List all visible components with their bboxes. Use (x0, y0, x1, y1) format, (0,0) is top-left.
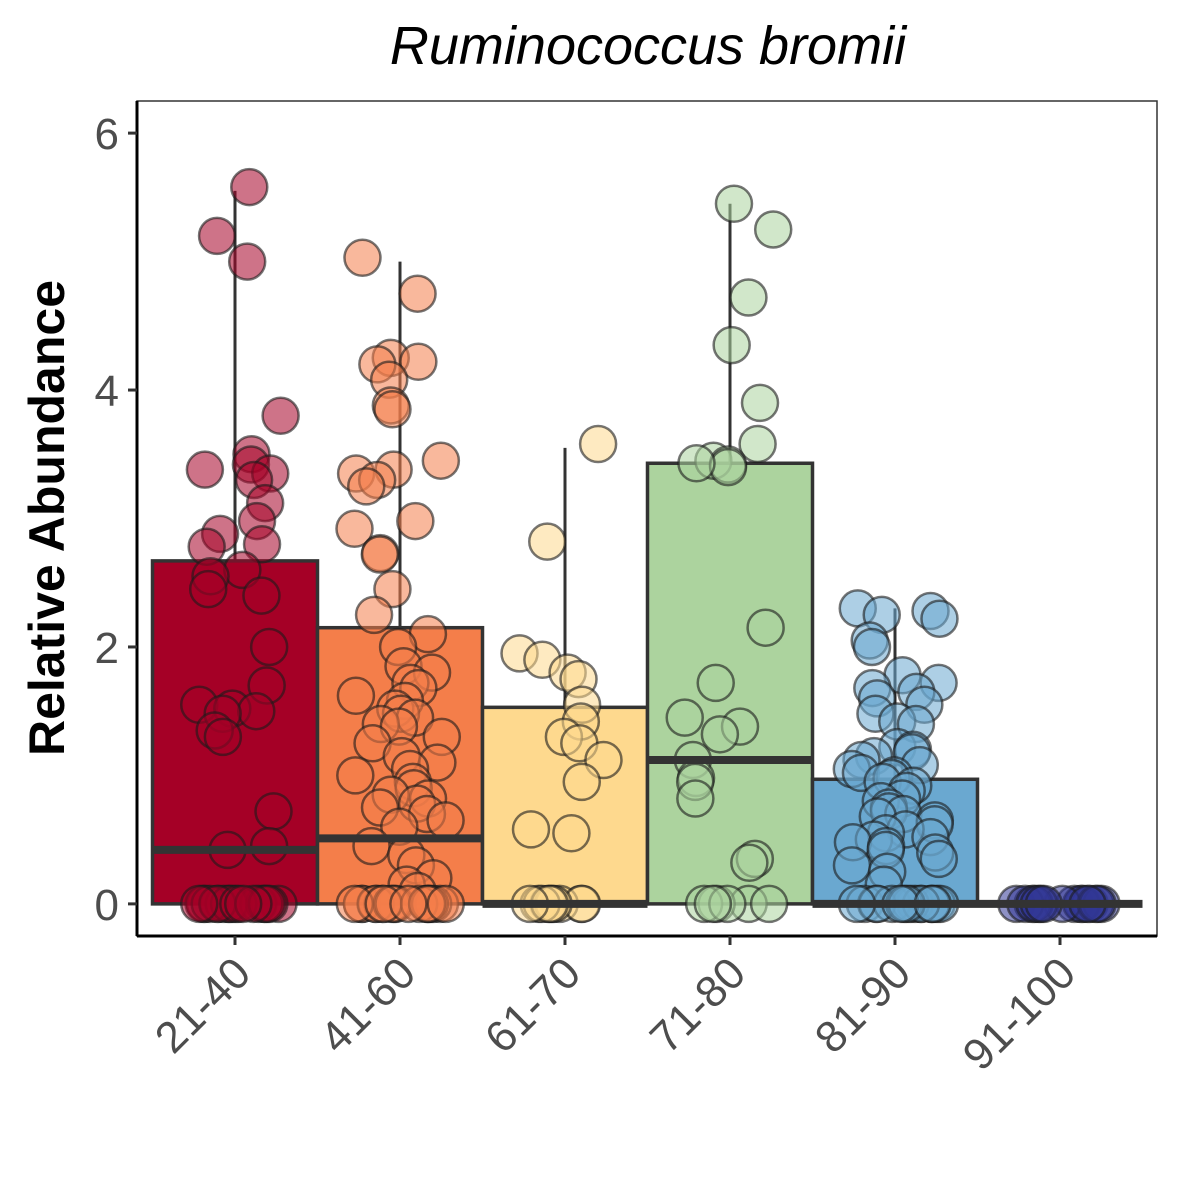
point-61-70-11 (562, 762, 602, 802)
point-71-80-25 (749, 884, 789, 924)
point-71-80-3 (712, 325, 751, 365)
chart-title: Ruminococcus bromii (390, 16, 908, 76)
point-21-40-1 (197, 216, 237, 256)
point-61-70-0 (578, 424, 618, 464)
point-41-60-45 (426, 801, 465, 840)
point-41-60-1 (398, 274, 437, 313)
y-tick-label-6: 6 (95, 110, 119, 159)
point-21-40-2 (227, 242, 267, 281)
point-41-60-14 (335, 509, 374, 549)
point-71-80-2 (729, 278, 768, 317)
point-21-40-22 (237, 691, 276, 731)
point-21-40-18 (249, 627, 289, 667)
point-71-80-12 (665, 698, 704, 737)
point-21-40-0 (230, 167, 269, 207)
point-41-60-71 (389, 884, 428, 924)
point-81-90-45 (832, 846, 872, 885)
point-21-40-16 (188, 569, 228, 609)
point-41-60-37 (336, 756, 375, 795)
y-tick-label-4: 4 (95, 367, 119, 416)
point-71-80-11 (696, 663, 735, 703)
point-71-80-14 (700, 715, 740, 754)
point-81-90-44 (919, 839, 959, 879)
point-41-60-8 (421, 441, 461, 480)
point-71-80-5 (738, 424, 777, 464)
point-61-70-13 (552, 813, 591, 853)
point-41-60-70 (426, 884, 466, 924)
point-41-60-25 (336, 676, 376, 716)
point-71-80-18 (676, 779, 715, 818)
point-21-40-17 (242, 576, 281, 615)
y-tick-label-2: 2 (95, 624, 119, 673)
point-21-40-12 (242, 524, 282, 564)
point-21-40-47 (179, 884, 219, 924)
point-71-80-10 (746, 608, 785, 647)
point-41-60-0 (343, 238, 382, 277)
point-71-80-8 (708, 447, 748, 487)
point-61-70-1 (528, 522, 567, 561)
point-61-70-12 (511, 810, 551, 849)
point-41-60-47 (352, 826, 391, 866)
y-tick-label-0: 0 (95, 881, 119, 930)
point-81-90-3 (920, 599, 959, 638)
point-71-80-9 (677, 444, 716, 483)
point-41-60-16 (360, 535, 400, 574)
point-71-80-1 (753, 210, 793, 249)
point-41-60-18 (354, 595, 394, 635)
point-21-40-6 (185, 450, 225, 489)
point-81-90-5 (852, 627, 892, 667)
point-71-80-20 (730, 843, 769, 883)
point-21-40-25 (203, 717, 243, 757)
point-71-80-26 (693, 884, 733, 924)
point-41-60-3 (399, 342, 438, 382)
point-21-40-3 (261, 396, 300, 435)
point-41-60-7 (373, 390, 412, 429)
point-21-40-26 (254, 792, 293, 831)
point-71-80-4 (740, 383, 780, 423)
point-71-80-0 (714, 184, 754, 224)
y-axis-label: Relative Abundance (19, 280, 75, 756)
point-41-60-12 (346, 467, 386, 506)
point-21-40-48 (223, 884, 263, 924)
point-41-60-13 (396, 501, 435, 541)
